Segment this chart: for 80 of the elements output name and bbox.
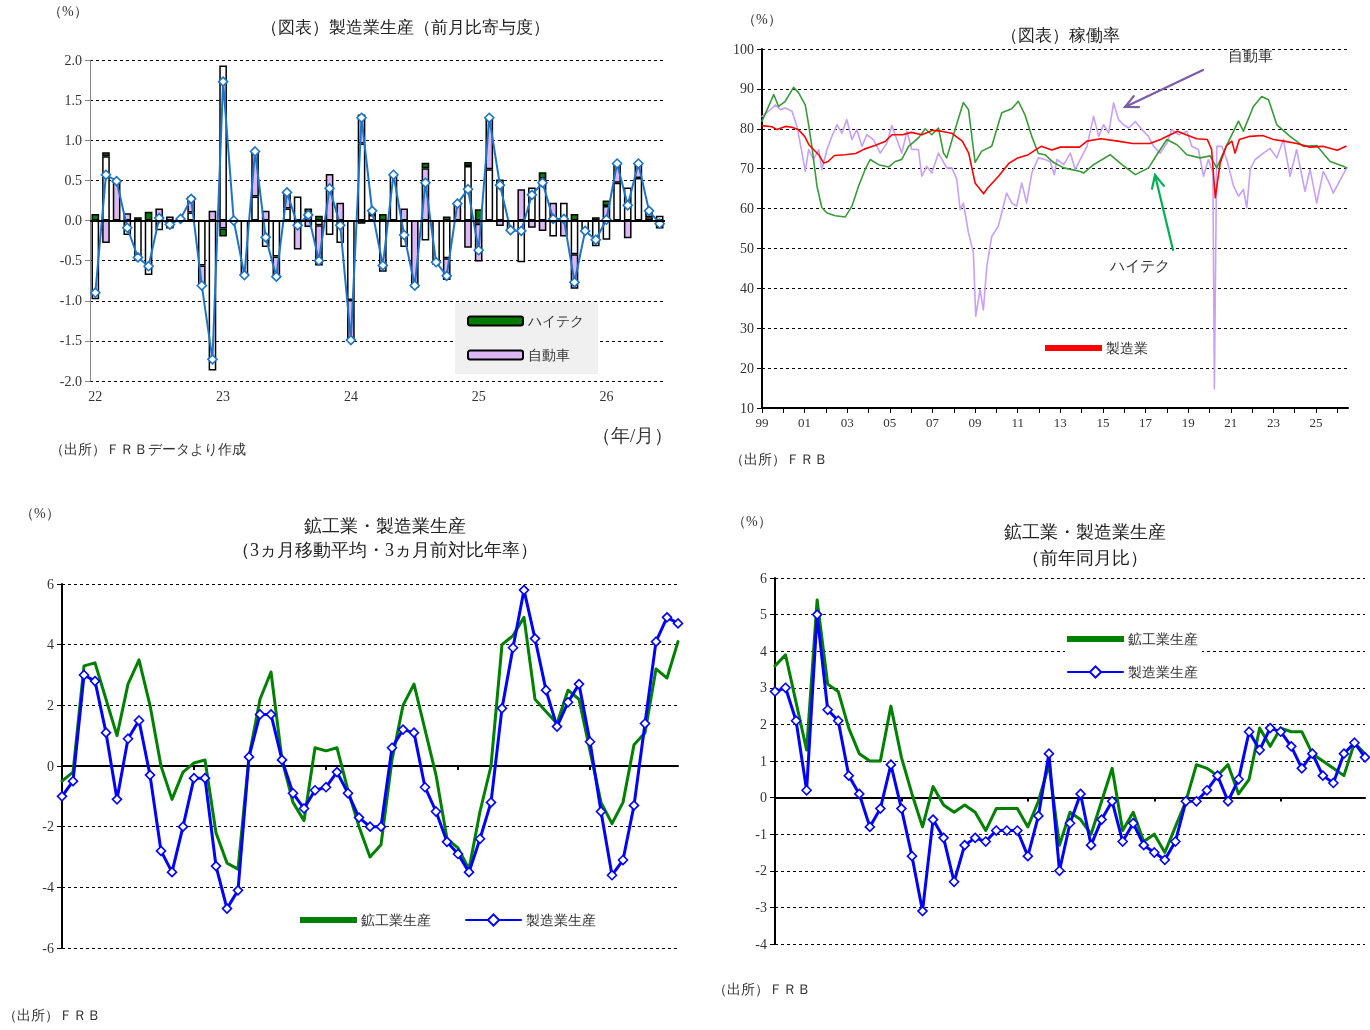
x-tick-label: 03	[840, 415, 854, 430]
y-tick-label: 0.5	[64, 172, 82, 188]
x-tick-label: 13	[1053, 415, 1067, 430]
text: （出所）ＦＲＢ	[3, 1007, 101, 1023]
x-tick-label: 05	[883, 415, 897, 430]
y-tick-label: 40	[740, 280, 754, 296]
y-axis-title: （%）	[742, 11, 782, 27]
x-tick-label: 99	[755, 415, 769, 430]
y-tick-label: -2	[755, 863, 767, 879]
y-axis-title: （%）	[20, 505, 60, 521]
y-tick-label: 100	[733, 41, 754, 57]
y-tick-label: -0.5	[59, 253, 82, 269]
y-tick-label: 6	[760, 570, 767, 586]
y-tick-label: 50	[740, 240, 754, 256]
y-tick-label: -4	[42, 879, 54, 895]
x-tick-label: 23	[216, 388, 231, 404]
x-tick-label: 19	[1181, 415, 1195, 430]
y-tick-label: 0.0	[64, 213, 82, 228]
y-tick-label: -1.5	[59, 333, 82, 349]
y-tick-label: 6	[47, 576, 54, 592]
x-tick-label: 15	[1096, 415, 1110, 430]
legend-label: 製造業生産	[1128, 664, 1198, 680]
y-tick-label: -4	[755, 936, 767, 952]
y-tick-label: 60	[740, 201, 754, 217]
y-axis-title: （%）	[48, 3, 88, 19]
legend-label: 鉱工業生産	[1128, 631, 1198, 647]
chart-title: （図表）稼働率	[1000, 26, 1120, 45]
y-tick-label: 20	[740, 360, 754, 376]
y-tick-label: -2.0	[59, 373, 82, 389]
y-tick-label: 1	[760, 753, 767, 769]
y-tick-label: -1	[755, 826, 767, 842]
annotation: 自動車	[1228, 47, 1273, 64]
x-axis-title: （年/月）	[592, 425, 674, 446]
y-tick-label: 4	[760, 643, 767, 659]
y-tick-label: 1.0	[64, 132, 82, 148]
y-tick-label: 70	[740, 161, 754, 177]
y-tick-label: 10	[740, 400, 754, 416]
y-tick-label: 30	[740, 320, 754, 336]
legend-label: 製造業生産	[526, 912, 596, 928]
chart-title: 鉱工業・製造業生産	[1004, 522, 1166, 542]
y-tick-label: 0	[760, 790, 767, 806]
legend-label: ハイテク	[527, 313, 584, 329]
x-tick-label: 24	[343, 388, 358, 404]
x-tick-label: 17	[1139, 415, 1153, 430]
y-tick-label: -1.0	[59, 293, 82, 309]
x-tick-label: 23	[1266, 415, 1280, 430]
x-tick-label: 09	[968, 415, 982, 430]
x-tick-label: 01	[798, 415, 812, 430]
chart-subtitle: （前年同月比）	[1022, 548, 1148, 568]
x-tick-label: 22	[88, 388, 103, 404]
legend-label: 自動車	[528, 347, 570, 363]
y-tick-label: 2.0	[64, 52, 82, 68]
y-tick-label: 5	[760, 607, 767, 623]
y-tick-label: 80	[740, 121, 754, 137]
x-tick-label: 26	[599, 388, 614, 404]
x-tick-label: 21	[1224, 415, 1238, 430]
text: （出所）ＦＲＢ	[730, 451, 828, 467]
y-tick-label: 2	[47, 697, 54, 713]
chart-title: 鉱工業・製造業生産	[304, 516, 466, 536]
text: （出所）ＦＲＢ	[713, 981, 811, 997]
y-tick-label: -6	[42, 940, 54, 956]
chart-title: （図表）製造業生産（前月比寄与度）	[260, 18, 550, 37]
x-tick-label: 25	[471, 388, 486, 404]
y-tick-label: 3	[760, 680, 767, 696]
y-tick-label: -3	[755, 899, 767, 915]
legend-label: 製造業	[1106, 340, 1148, 356]
y-axis-title: （%）	[732, 513, 772, 529]
annotation: ハイテク	[1109, 257, 1170, 274]
y-tick-label: 2	[760, 716, 767, 732]
x-tick-label: 07	[925, 415, 940, 430]
y-tick-label: 0	[47, 758, 54, 774]
text: （出所）ＦＲＢデータより作成	[50, 441, 246, 457]
chart-subtitle: （3ヵ月移動平均・3ヵ月前対比年率）	[232, 540, 538, 560]
y-tick-label: 90	[740, 81, 754, 97]
legend-label: 鉱工業生産	[361, 912, 431, 928]
y-tick-label: 1.5	[64, 92, 82, 108]
y-tick-label: 4	[47, 637, 54, 653]
y-tick-label: -2	[42, 819, 54, 835]
x-tick-label: 25	[1309, 415, 1323, 430]
x-tick-label: 11	[1011, 415, 1024, 430]
